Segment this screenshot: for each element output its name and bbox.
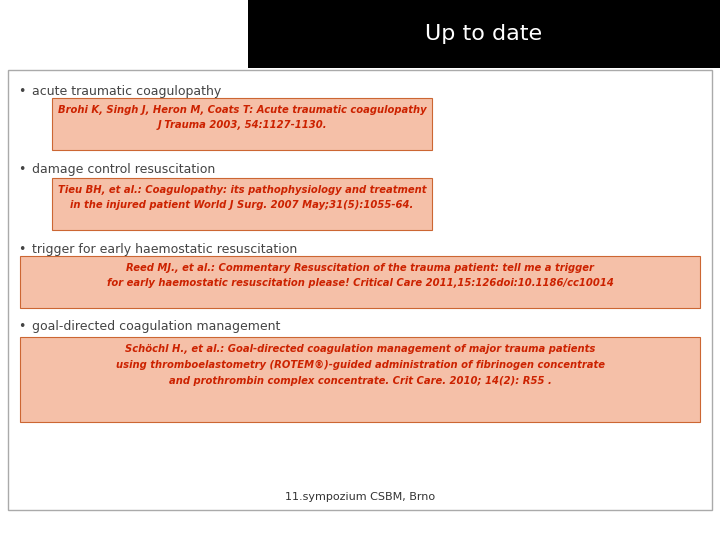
Text: Brohi K, Singh J, Heron M, Coats T: Acute traumatic coagulopathy: Brohi K, Singh J, Heron M, Coats T: Acut… <box>58 105 426 115</box>
Text: damage control resuscitation: damage control resuscitation <box>32 163 215 176</box>
Text: trigger for early haemostatic resuscitation: trigger for early haemostatic resuscitat… <box>32 243 297 256</box>
Text: Up to date: Up to date <box>426 24 543 44</box>
Text: 11.sympozium CSBM, Brno: 11.sympozium CSBM, Brno <box>285 492 435 502</box>
Text: J Trauma 2003, 54:1127-1130.: J Trauma 2003, 54:1127-1130. <box>157 120 327 130</box>
Text: and prothrombin complex concentrate. Crit Care. 2010; 14(2): R55 .: and prothrombin complex concentrate. Cri… <box>168 376 552 386</box>
Text: •: • <box>18 163 25 176</box>
Bar <box>52 98 432 150</box>
Bar <box>248 0 720 68</box>
Bar <box>20 337 700 422</box>
Text: using thromboelastometry (ROTEM®)-guided administration of fibrinogen concentrat: using thromboelastometry (ROTEM®)-guided… <box>115 360 605 370</box>
Text: •: • <box>18 243 25 256</box>
Text: acute traumatic coagulopathy: acute traumatic coagulopathy <box>32 85 221 98</box>
Text: for early haemostatic resuscitation please! Critical Care 2011,15:126doi:10.1186: for early haemostatic resuscitation plea… <box>107 278 613 288</box>
Bar <box>8 70 712 510</box>
Text: in the injured patient World J Surg. 2007 May;31(5):1055-64.: in the injured patient World J Surg. 200… <box>71 200 413 210</box>
Text: goal-directed coagulation management: goal-directed coagulation management <box>32 320 280 333</box>
Text: •: • <box>18 85 25 98</box>
Bar <box>20 256 700 308</box>
Text: •: • <box>18 320 25 333</box>
Text: Schöchl H., et al.: Goal-directed coagulation management of major trauma patient: Schöchl H., et al.: Goal-directed coagul… <box>125 344 595 354</box>
Text: Reed MJ., et al.: Commentary Resuscitation of the trauma patient: tell me a trig: Reed MJ., et al.: Commentary Resuscitati… <box>126 263 594 273</box>
Bar <box>52 178 432 230</box>
Text: Tieu BH, et al.: Coagulopathy: its pathophysiology and treatment: Tieu BH, et al.: Coagulopathy: its patho… <box>58 185 426 195</box>
